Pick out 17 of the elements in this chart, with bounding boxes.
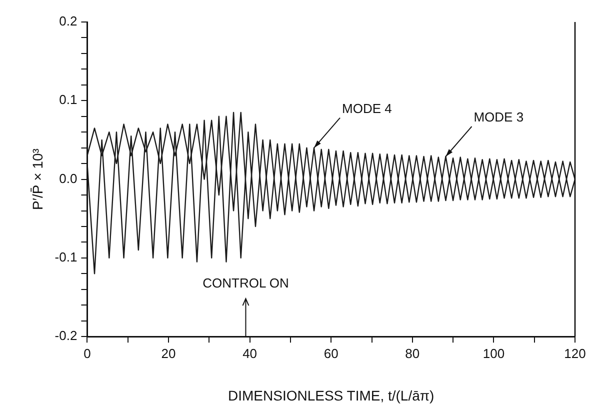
x-tick-label: 40: [242, 346, 258, 361]
ref-line-label: CONTROL ON: [202, 276, 289, 291]
x-tick-label: 20: [161, 346, 176, 361]
x-tick-label: 80: [405, 346, 420, 361]
y-tick-label: -0.2: [54, 328, 78, 344]
y-tick-label: 0.1: [59, 92, 78, 108]
x-axis-title: DIMENSIONLESS TIME, t/(L/āπ): [228, 387, 434, 404]
x-tick-label: 60: [324, 346, 338, 361]
y-axis-title: P′/P̄ × 10³: [29, 148, 46, 210]
x-tick-label: 0: [84, 346, 91, 361]
annotation: MODE 4: [342, 100, 392, 116]
y-tick-label: 0.2: [59, 14, 78, 29]
y-tick-label: -0.1: [54, 250, 78, 265]
x-tick-label: 100: [482, 346, 505, 361]
y-tick-label: 0.0: [59, 170, 78, 186]
x-tick-label: 120: [564, 346, 586, 361]
annotation: MODE 3: [474, 110, 524, 125]
